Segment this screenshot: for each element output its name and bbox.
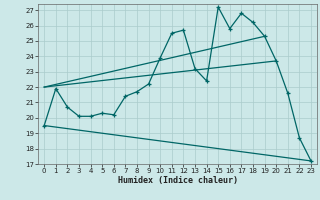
X-axis label: Humidex (Indice chaleur): Humidex (Indice chaleur) xyxy=(118,176,238,185)
